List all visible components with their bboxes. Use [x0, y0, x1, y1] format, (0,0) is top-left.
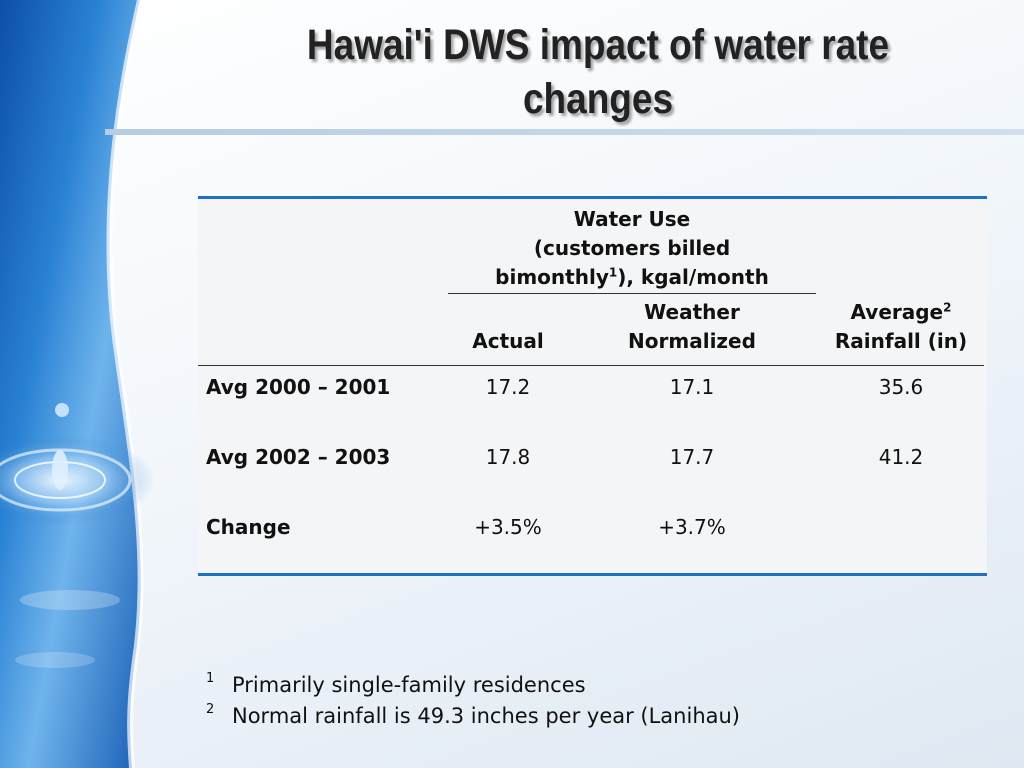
footnote-1-text: Primarily single-family residences — [232, 673, 586, 697]
group-header-line2: (customers billed — [533, 236, 731, 260]
rainfall-header-line2: Rainfall (in) — [834, 329, 968, 353]
cell-weather-row1: 17.1 — [669, 375, 715, 399]
cell-rainfall-row1: 35.6 — [878, 375, 924, 399]
water-background-image — [0, 0, 200, 768]
cell-rainfall-row2: 41.2 — [878, 445, 924, 469]
footnote-1-number: 1 — [206, 671, 215, 686]
column-header-average-rainfall: Average2 Rainfall (in) — [816, 298, 986, 356]
row-label-change: Change — [206, 515, 291, 539]
cell-actual-change: +3.5% — [474, 515, 542, 539]
group-header-line1: Water Use — [573, 207, 691, 231]
row-label-avg-2002-2003: Avg 2002 – 2003 — [206, 445, 391, 469]
footnote-2-text: Normal rainfall is 49.3 inches per year … — [232, 704, 740, 728]
rainfall-header-main: Average — [850, 300, 944, 324]
cell-weather-row2: 17.7 — [669, 445, 715, 469]
footnote-2-number: 2 — [206, 702, 215, 717]
group-header-line3-main: bimonthly — [495, 265, 609, 289]
column-header-actual: Actual — [472, 329, 544, 353]
slide-title: Hawai'i DWS impact of water rate changes — [306, 21, 890, 123]
row-label-avg-2000-2001: Avg 2000 – 2001 — [206, 375, 391, 399]
weather-header-line1: Weather — [644, 300, 740, 324]
group-header-line3-tail: ), kgal/month — [617, 265, 769, 289]
footnote-ref-2: 2 — [943, 300, 952, 315]
footnote-ref-1: 1 — [608, 265, 618, 280]
group-header-underline — [448, 293, 816, 294]
water-use-group-header: Water Use (customers billed bimonthly1),… — [448, 205, 816, 292]
cell-weather-change: +3.7% — [658, 515, 726, 539]
group-header-line3: bimonthly1), kgal/month — [448, 263, 816, 292]
cell-actual-row1: 17.2 — [485, 375, 531, 399]
weather-header-line2: Normalized — [628, 329, 756, 353]
column-header-weather-normalized: Weather Normalized — [602, 298, 782, 356]
header-underline — [198, 365, 984, 366]
water-use-table: Water Use (customers billed bimonthly1),… — [198, 196, 987, 576]
title-divider — [105, 129, 1024, 135]
rainfall-header-line1: Average2 — [816, 298, 986, 327]
cell-actual-row2: 17.8 — [485, 445, 531, 469]
